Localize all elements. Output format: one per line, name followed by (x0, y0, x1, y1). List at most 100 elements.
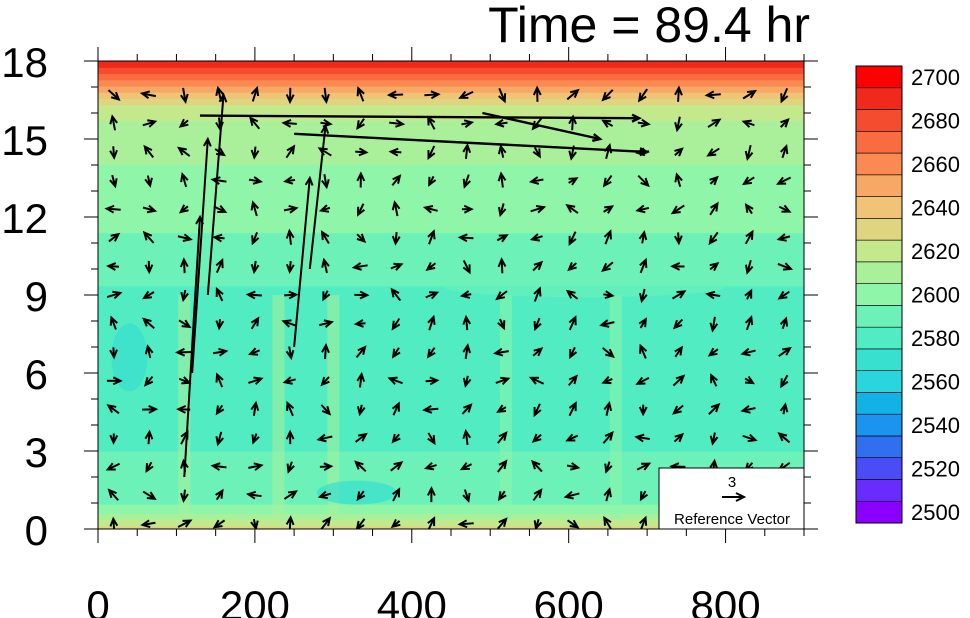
wind-vector (817, 318, 824, 329)
wind-vector (603, 400, 613, 416)
wind-vector (603, 229, 612, 245)
contour-band (98, 154, 804, 159)
wind-vector (462, 314, 472, 331)
wind-vector (744, 259, 754, 275)
wind-vector (250, 518, 259, 529)
wind-vector (777, 432, 791, 444)
contour-band (98, 298, 804, 302)
wind-vector (391, 317, 401, 331)
contour-band (98, 457, 804, 461)
contour-band (98, 67, 804, 71)
wind-vector (601, 119, 614, 128)
wind-vector (245, 290, 262, 300)
contour-band (98, 279, 804, 284)
contour-band (98, 276, 804, 280)
wind-vector (215, 286, 224, 302)
wind-vector (637, 118, 651, 128)
wind-vector (708, 231, 719, 246)
wind-vector (568, 231, 577, 247)
contour-band (98, 335, 804, 340)
wind-vector (813, 378, 825, 385)
wind-vector (321, 257, 330, 274)
contour-band (98, 210, 804, 215)
wind-vector (281, 119, 297, 128)
contour-band (98, 73, 804, 78)
contour-band (98, 510, 804, 514)
colorbar-box (855, 435, 903, 459)
contour-band (98, 273, 804, 277)
wind-vector (604, 461, 613, 474)
wind-vector (285, 144, 296, 159)
contour-band (98, 385, 804, 390)
wind-vector (294, 132, 650, 157)
wind-vector (320, 376, 330, 387)
contour-band (98, 257, 804, 262)
contour-patch (111, 323, 148, 392)
wind-vector (422, 405, 439, 414)
wind-vector (109, 146, 118, 160)
wind-vector (109, 114, 118, 131)
wind-vector (321, 174, 330, 190)
wind-vector (143, 144, 155, 159)
wind-vector (355, 345, 367, 359)
wind-vector (107, 89, 121, 102)
wind-vector (778, 204, 792, 213)
wind-vector (390, 461, 404, 472)
wind-vector (779, 118, 790, 128)
contour-band (98, 179, 804, 184)
wind-vector (427, 432, 436, 446)
colorbar-label: 2600 (911, 283, 960, 308)
wind-vector (461, 204, 474, 214)
colorbar-box (855, 305, 903, 328)
wind-vector (390, 262, 404, 271)
contour-band (98, 466, 804, 471)
wind-vector (425, 291, 440, 300)
contour-band (98, 82, 804, 87)
contour-band (98, 410, 804, 415)
x-axis: 0 200 400 600 800 (86, 47, 805, 618)
wind-vector (636, 462, 652, 471)
contour-band (98, 460, 804, 465)
wind-vector (567, 261, 577, 272)
wind-vector (107, 488, 119, 501)
wind-vector (706, 147, 720, 157)
contour-band (98, 117, 804, 121)
y-tick-label: 0 (25, 507, 48, 554)
wind-vector (672, 404, 684, 415)
wind-vector (355, 432, 368, 443)
contour-band (98, 441, 804, 446)
contour-band (98, 522, 804, 527)
wind-vector (179, 257, 189, 274)
wind-vector (356, 171, 366, 188)
wind-vector (427, 229, 436, 245)
wind-vector (319, 319, 334, 328)
wind-vector (285, 87, 295, 105)
contour-band (98, 148, 804, 153)
wind-vector (565, 433, 579, 442)
contour-band (98, 85, 804, 90)
contour-band (98, 351, 804, 355)
contour-band (98, 491, 804, 496)
wind-vector (601, 376, 613, 385)
contour-band (98, 126, 804, 131)
contour-band (98, 192, 804, 196)
wind-vector (778, 346, 792, 358)
contour-band (98, 198, 804, 202)
contour-band (98, 429, 804, 433)
wind-vector (813, 92, 826, 98)
wind-vector (391, 174, 402, 186)
wind-vector (427, 314, 436, 331)
contour-band (98, 145, 804, 149)
wind-vector (742, 176, 755, 186)
wind-vector (215, 404, 225, 416)
wind-vector (106, 290, 123, 300)
contour-band (98, 245, 804, 249)
reference-box (658, 467, 805, 530)
wind-vector (281, 319, 298, 328)
wind-vector (814, 463, 826, 471)
contour-band (98, 323, 804, 327)
wind-vector (212, 233, 225, 243)
wind-vector (109, 174, 118, 189)
contour-band (98, 519, 804, 524)
wind-vector (457, 519, 474, 529)
